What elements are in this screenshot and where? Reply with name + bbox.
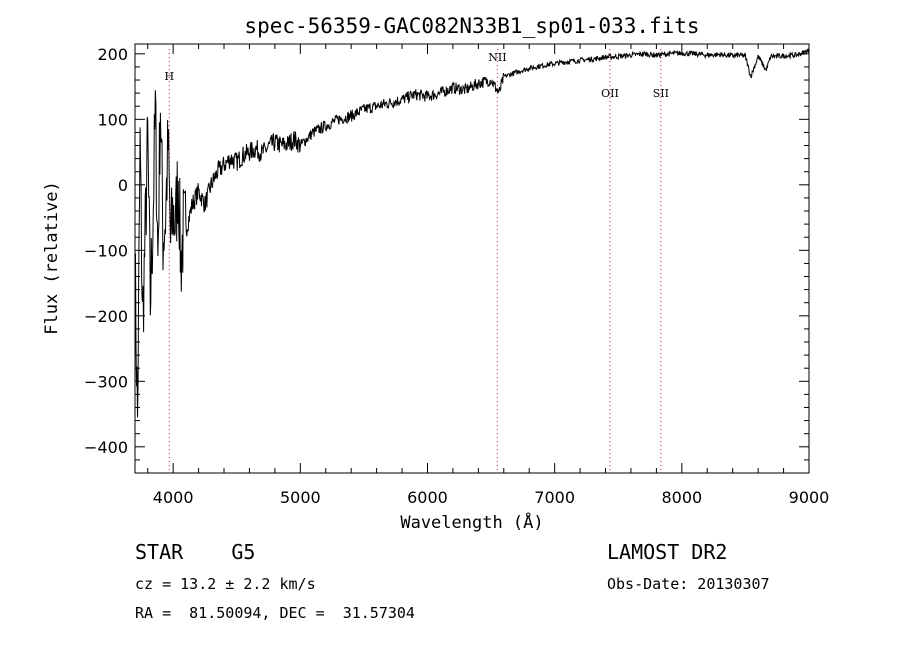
y-tick-label: −100 bbox=[84, 241, 128, 260]
y-axis-label: Flux (relative) bbox=[42, 181, 62, 335]
y-axis: −400 −300 −200 −100 0 100 200 bbox=[84, 45, 809, 461]
y-tick-label: 0 bbox=[118, 176, 128, 195]
plot-frame bbox=[134, 43, 810, 474]
x-tick-label: 4000 bbox=[153, 488, 194, 507]
line-label: SII bbox=[653, 87, 669, 100]
x-axis: 4000 5000 6000 7000 8000 9000 bbox=[147, 44, 830, 507]
x-tick-label: 8000 bbox=[661, 488, 702, 507]
line-label: H bbox=[165, 70, 175, 83]
y-tick-label: 200 bbox=[97, 45, 128, 64]
chart-title: spec-56359-GAC082N33B1_sp01-033.fits bbox=[244, 14, 699, 38]
spectrum-line bbox=[134, 48, 810, 418]
x-axis-label: Wavelength (Å) bbox=[400, 511, 543, 533]
line-label: OII bbox=[601, 87, 619, 100]
x-tick-label: 7000 bbox=[534, 488, 575, 507]
line-label: NII bbox=[488, 51, 506, 64]
observation-date: Obs-Date: 20130307 bbox=[607, 575, 770, 593]
y-tick-label: 100 bbox=[97, 110, 128, 129]
x-tick-label: 5000 bbox=[280, 488, 321, 507]
y-tick-label: −300 bbox=[84, 372, 128, 391]
x-tick-label: 6000 bbox=[407, 488, 448, 507]
line-annotations: H NII OII SII bbox=[165, 49, 669, 473]
coordinates: RA = 81.50094, DEC = 31.57304 bbox=[135, 604, 415, 622]
y-tick-label: −200 bbox=[84, 307, 128, 326]
object-class: STAR G5 bbox=[135, 540, 256, 564]
y-tick-label: −400 bbox=[84, 438, 128, 457]
survey-name: LAMOST DR2 bbox=[607, 540, 728, 564]
redshift-velocity: cz = 13.2 ± 2.2 km/s bbox=[135, 575, 316, 593]
x-tick-label: 9000 bbox=[789, 488, 830, 507]
